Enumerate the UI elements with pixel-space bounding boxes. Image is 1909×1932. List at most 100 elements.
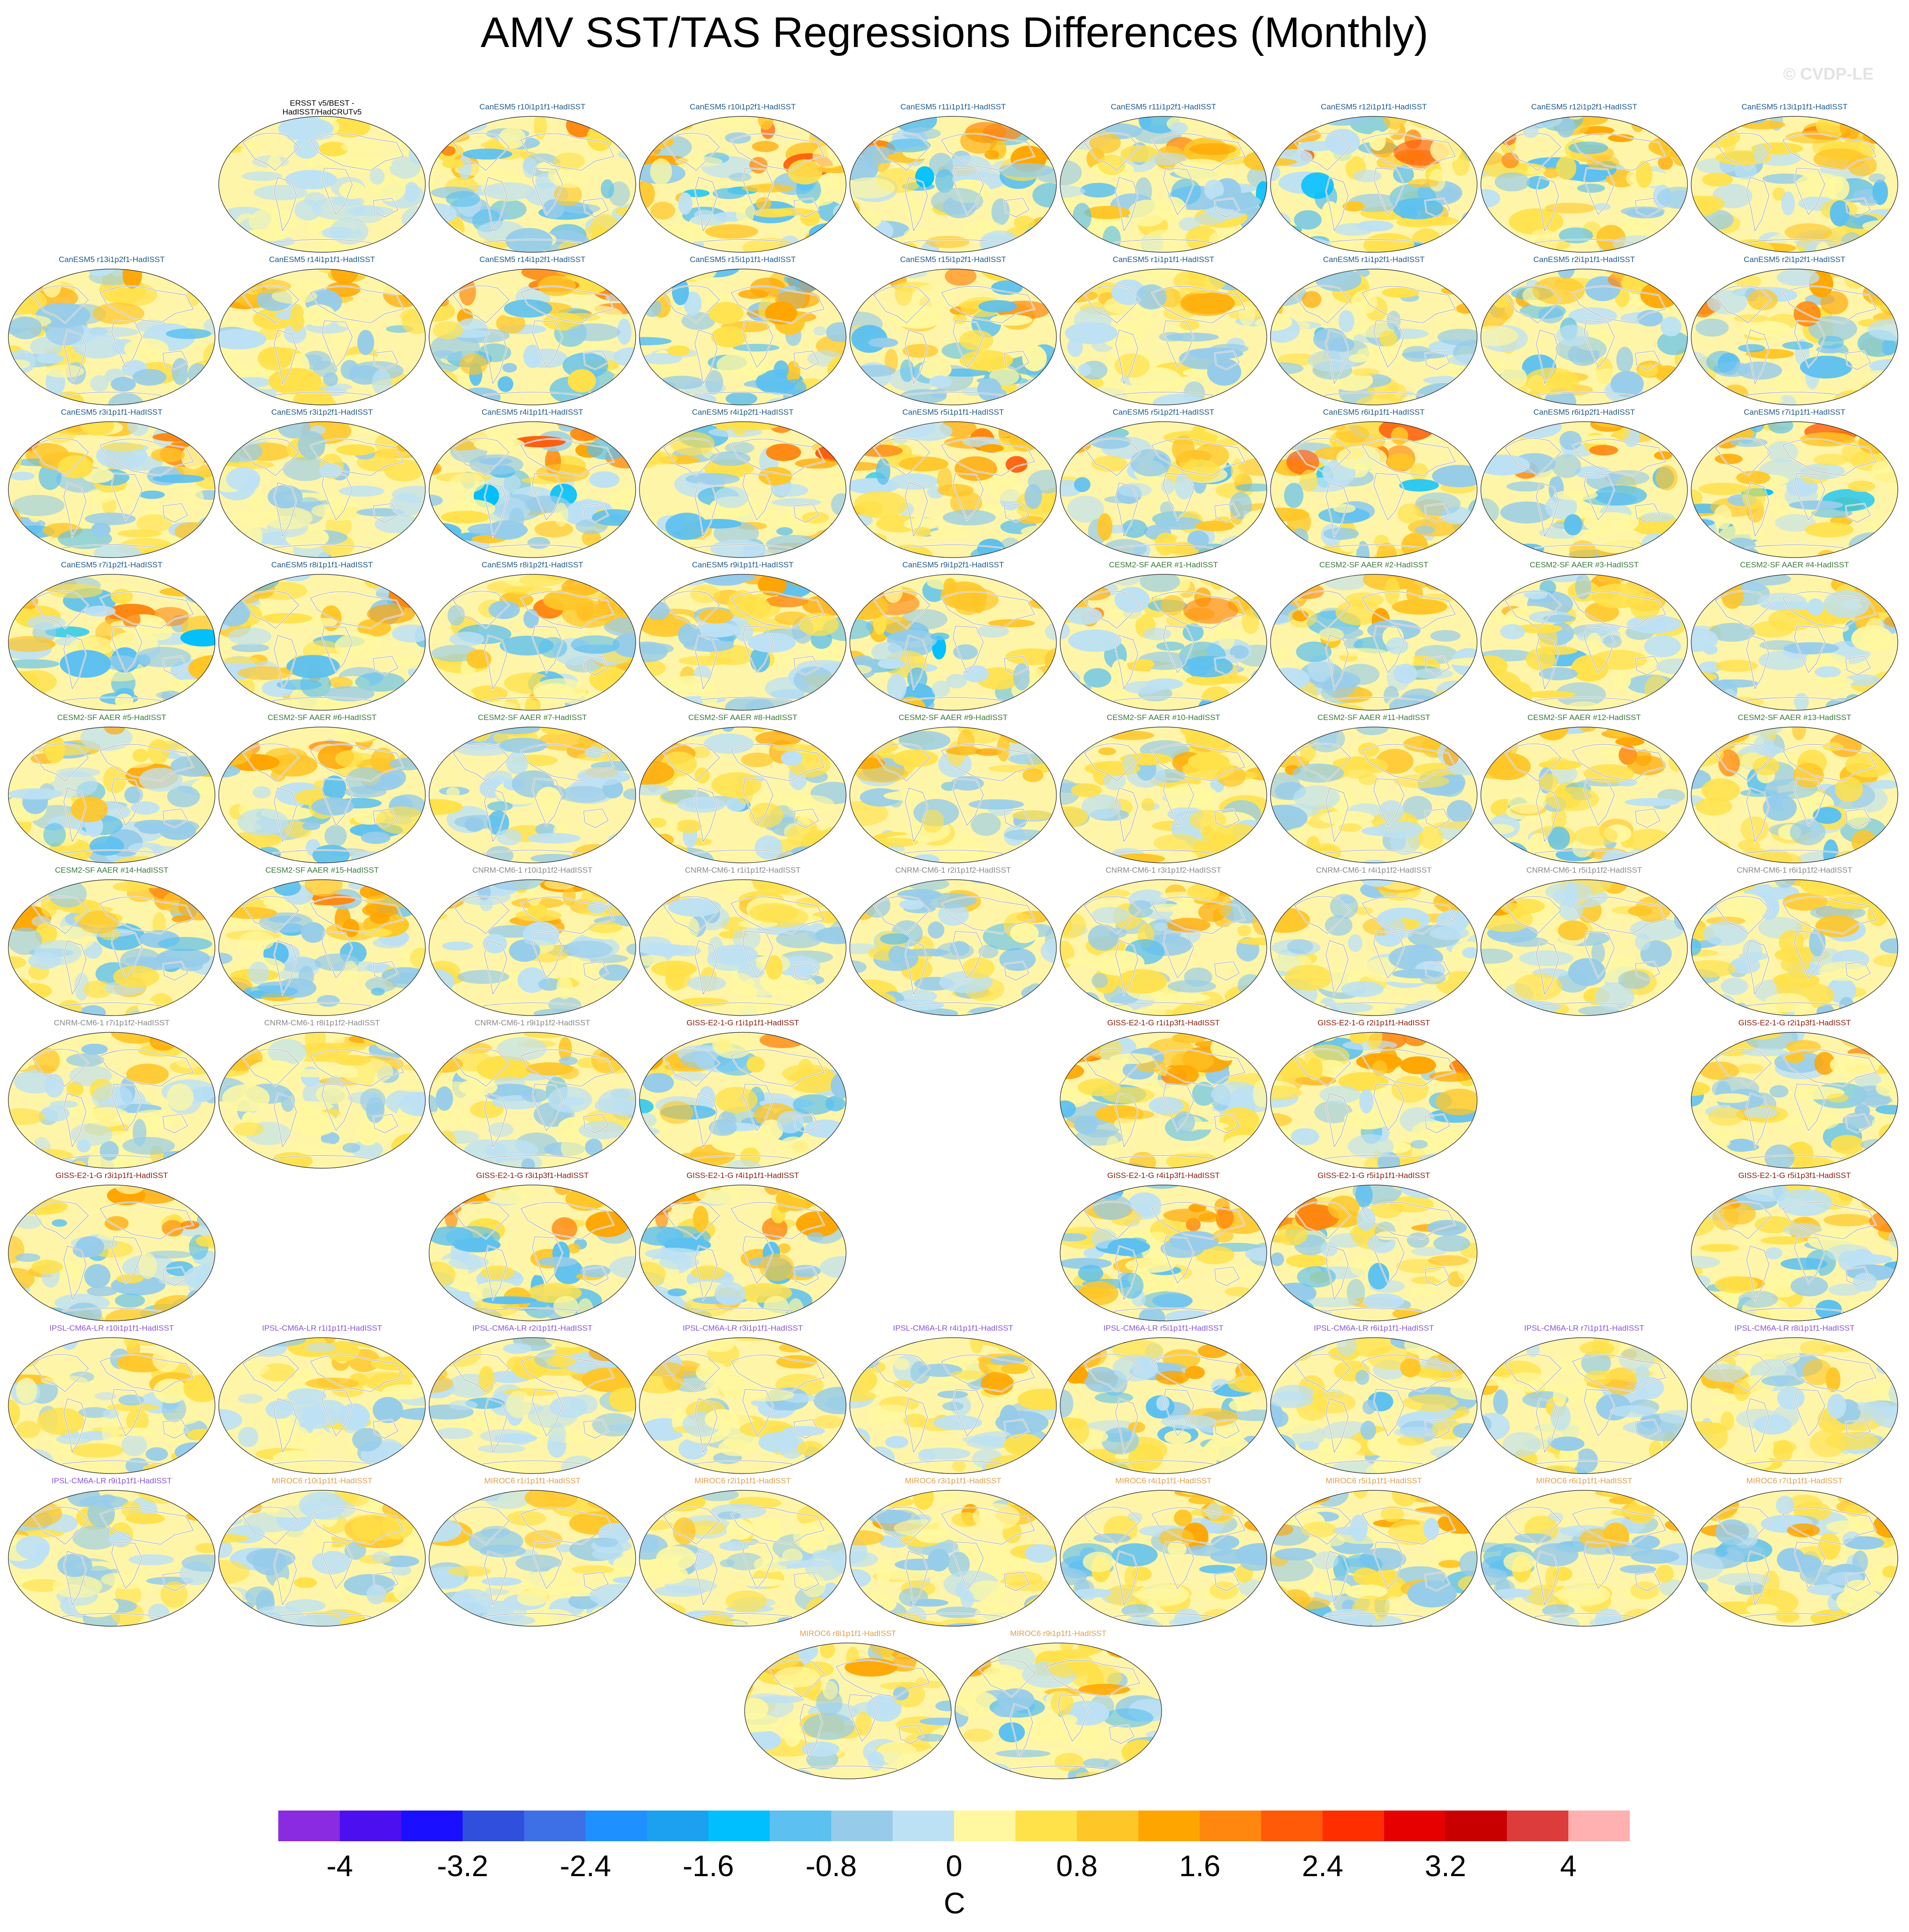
map-panel: IPSL-CM6A-LR r3i1p1f1-HadISST — [638, 1324, 847, 1477]
global-map — [429, 116, 636, 253]
map-panel-title: MIROC6 r3i1p1f1-HadISST — [905, 1476, 1002, 1485]
colorbar-tick-label: 4 — [1560, 1849, 1577, 1883]
map-panel: CanESM5 r2i1p2f1-HadISST — [1690, 255, 1899, 409]
map-panel-title: CanESM5 r11i1p1f1-HadISST — [900, 102, 1006, 111]
global-map — [218, 574, 426, 711]
global-map — [1060, 421, 1267, 558]
colorbar-swatch — [770, 1811, 832, 1841]
map-panel-title: CanESM5 r1i1p1f1-HadISST — [1112, 255, 1215, 264]
global-map — [1270, 1032, 1478, 1169]
global-map — [8, 421, 215, 558]
global-map — [1270, 1337, 1478, 1474]
map-panel: CanESM5 r7i1p2f1-HadISST — [7, 560, 216, 714]
map-panel: CanESM5 r6i1p1f1-HadISST — [1269, 408, 1479, 561]
global-map — [429, 1032, 636, 1169]
colorbar-swatch — [647, 1811, 709, 1841]
colorbar-swatch — [831, 1811, 893, 1841]
map-panel: IPSL-CM6A-LR r2i1p1f1-HadISST — [428, 1324, 637, 1477]
map-panel-title: MIROC6 r5i1p1f1-HadISST — [1325, 1476, 1422, 1485]
colorbar-swatch — [893, 1811, 954, 1841]
colorbar-tick-label: 1.6 — [1179, 1849, 1221, 1883]
map-panel-title: CanESM5 r12i1p1f1-HadISST — [1321, 102, 1427, 111]
global-map — [429, 574, 636, 711]
map-panel-title: CanESM5 r4i1p2f1-HadISST — [692, 408, 794, 417]
page-title: AMV SST/TAS Regressions Differences (Mon… — [480, 9, 1429, 56]
map-panel: CanESM5 r13i1p2f1-HadISST — [7, 255, 216, 409]
map-panel: CESM2-SF AAER #8-HadISST — [638, 713, 847, 867]
map-panel-title: CanESM5 r10i1p2f1-HadISST — [690, 102, 796, 111]
colorbar-tick-label: 2.4 — [1302, 1849, 1344, 1883]
map-panel: CESM2-SF AAER #10-HadISST — [1059, 713, 1268, 867]
map-panel-title: CESM2-SF AAER #4-HadISST — [1740, 560, 1849, 569]
global-map — [1480, 727, 1688, 863]
colorbar-swatch — [1261, 1811, 1323, 1841]
map-panel-title: CanESM5 r12i1p2f1-HadISST — [1531, 102, 1637, 111]
map-panel: MIROC6 r5i1p1f1-HadISST — [1269, 1476, 1479, 1630]
global-map — [1691, 574, 1898, 711]
map-panel: CNRM-CM6-1 r10i1p1f2-HadISST — [428, 866, 637, 1019]
map-panel-title: MIROC6 r10i1p1f1-HadISST — [271, 1476, 373, 1485]
map-panel: CanESM5 r14i1p1f1-HadISST — [217, 255, 427, 409]
map-panel-title: CanESM5 r8i1p1f1-HadISST — [271, 560, 373, 569]
map-panel: MIROC6 r8i1p1f1-HadISST — [743, 1629, 953, 1783]
map-panel-title: CanESM5 r15i1p1f1-HadISST — [690, 255, 796, 264]
map-panel: CESM2-SF AAER #9-HadISST — [848, 713, 1058, 867]
map-panel-title: GISS-E2-1-G r5i1p3f1-HadISST — [1738, 1171, 1851, 1180]
map-panel: CNRM-CM6-1 r1i1p1f2-HadISST — [638, 866, 847, 1019]
map-panel: CESM2-SF AAER #13-HadISST — [1690, 713, 1899, 867]
map-panel: GISS-E2-1-G r1i1p1f1-HadISST — [638, 1018, 847, 1172]
global-map — [8, 269, 215, 405]
map-panel: GISS-E2-1-G r4i1p1f1-HadISST — [638, 1171, 847, 1325]
global-map — [1270, 269, 1478, 405]
map-panel-title: CanESM5 r13i1p2f1-HadISST — [59, 255, 165, 264]
global-map — [1270, 574, 1478, 711]
map-panel: IPSL-CM6A-LR r10i1p1f1-HadISST — [7, 1324, 216, 1477]
global-map — [8, 1185, 215, 1321]
map-panel: CanESM5 r3i1p2f1-HadISST — [217, 408, 427, 561]
map-panel-title: ERSST v5/BEST - HadISST/HadCRUTv5 — [282, 99, 362, 116]
global-map — [1691, 1490, 1898, 1627]
map-panel-title: CNRM-CM6-1 r1i1p1f2-HadISST — [685, 866, 801, 875]
map-panel: CanESM5 r9i1p2f1-HadISST — [848, 560, 1058, 714]
global-map — [1270, 727, 1478, 863]
map-panel: IPSL-CM6A-LR r5i1p1f1-HadISST — [1059, 1324, 1268, 1477]
map-panel-title: CNRM-CM6-1 r3i1p1f2-HadISST — [1105, 866, 1222, 875]
map-panel: CanESM5 r7i1p1f1-HadISST — [1690, 408, 1899, 561]
global-map — [849, 421, 1057, 558]
global-map — [8, 727, 215, 863]
map-panel-title: GISS-E2-1-G r2i1p1f1-HadISST — [1317, 1018, 1430, 1027]
map-panel-title: CESM2-SF AAER #8-HadISST — [688, 713, 798, 722]
map-panel-title: CanESM5 r1i1p2f1-HadISST — [1323, 255, 1425, 264]
map-panel-title: GISS-E2-1-G r5i1p1f1-HadISST — [1317, 1171, 1430, 1180]
map-panel-title: CESM2-SF AAER #15-HadISST — [265, 866, 379, 875]
global-map — [1691, 1337, 1898, 1474]
global-map — [849, 1490, 1057, 1627]
map-panel: IPSL-CM6A-LR r6i1p1f1-HadISST — [1269, 1324, 1479, 1477]
colorbar-swatch — [1507, 1811, 1569, 1841]
global-map — [639, 879, 847, 1016]
map-panel: CanESM5 r15i1p2f1-HadISST — [848, 255, 1058, 409]
map-panel: CanESM5 r11i1p1f1-HadISST — [848, 102, 1058, 256]
map-panel: CanESM5 r3i1p1f1-HadISST — [7, 408, 216, 561]
map-panel: CanESM5 r4i1p2f1-HadISST — [638, 408, 847, 561]
map-panel-title: IPSL-CM6A-LR r10i1p1f1-HadISST — [49, 1324, 174, 1333]
global-map — [1691, 116, 1898, 253]
map-panel-title: CESM2-SF AAER #12-HadISST — [1527, 713, 1641, 722]
global-map — [1480, 1490, 1688, 1627]
map-panel: CanESM5 r5i1p1f1-HadISST — [848, 408, 1058, 561]
map-panel-title: CESM2-SF AAER #1-HadISST — [1109, 560, 1218, 569]
map-panel: CESM2-SF AAER #5-HadISST — [7, 713, 216, 867]
colorbar-swatch — [1200, 1811, 1262, 1841]
global-map — [1270, 879, 1478, 1016]
colorbar-swatch — [401, 1811, 463, 1841]
map-panel-title: GISS-E2-1-G r2i1p3f1-HadISST — [1738, 1018, 1851, 1027]
global-map — [954, 1643, 1162, 1779]
map-panel-title: MIROC6 r9i1p1f1-HadISST — [1010, 1629, 1107, 1638]
colorbar-units: C — [943, 1886, 966, 1920]
colorbar-tick-label: 3.2 — [1425, 1849, 1466, 1883]
global-map — [8, 1490, 215, 1627]
global-map — [1270, 421, 1478, 558]
map-panel-title: CESM2-SF AAER #2-HadISST — [1319, 560, 1429, 569]
map-panel-title: GISS-E2-1-G r4i1p3f1-HadISST — [1107, 1171, 1220, 1180]
